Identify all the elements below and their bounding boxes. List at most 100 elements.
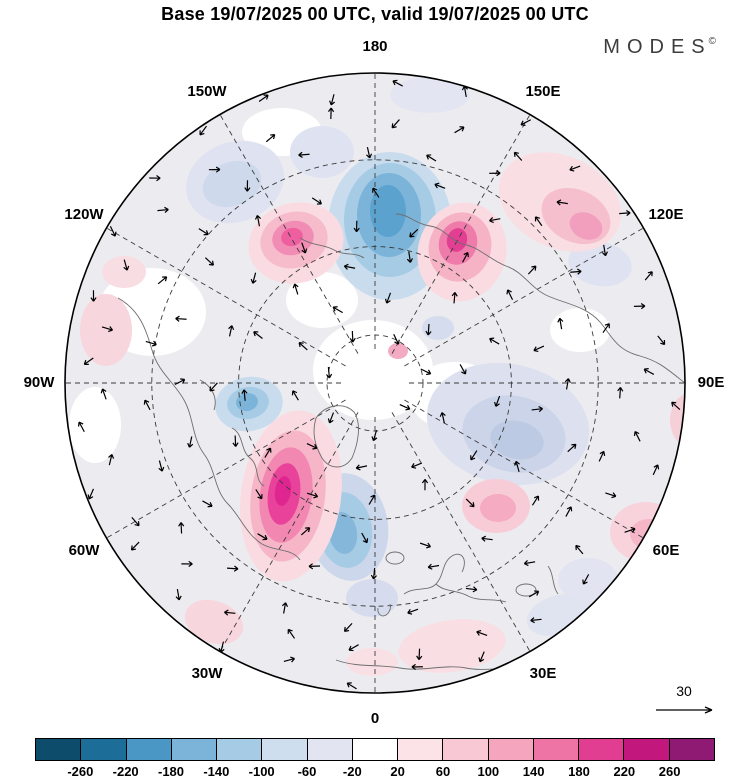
wind-arrow	[101, 326, 114, 333]
wind-arrow	[391, 119, 400, 129]
wind-arrow	[652, 464, 660, 476]
wind-arrow	[489, 170, 501, 177]
colorbar-cell	[261, 739, 307, 760]
polar-map: 180 150W 150E 120W 120E 90W 90E 60W 60E 30W 30E 0 30	[24, 38, 725, 727]
wind-arrow	[283, 656, 295, 663]
wind-arrow	[451, 292, 458, 304]
chart-title: Base 19/07/2025 00 UTC, valid 19/07/2025…	[161, 4, 589, 24]
wind-arrow	[575, 544, 584, 555]
wind-arrow	[582, 574, 590, 585]
wind-arrow	[619, 209, 631, 217]
wind-arrow	[465, 498, 475, 508]
wind-arrow	[556, 199, 568, 206]
wind-arrow	[624, 526, 636, 533]
wind-arrow	[87, 488, 95, 500]
lon-label-30W: 30W	[192, 665, 224, 682]
wind-arrow	[311, 197, 322, 205]
wind-arrow	[602, 323, 610, 334]
wind-arrow	[399, 403, 411, 411]
wind-arrow	[531, 405, 543, 413]
wind-arrow	[327, 412, 335, 424]
wind-arrow	[175, 315, 187, 322]
wind-arrow	[326, 366, 333, 379]
meridian-line	[219, 114, 359, 354]
wind-arrow	[528, 590, 540, 598]
map-field	[65, 73, 685, 693]
wind-arrow	[149, 175, 161, 182]
colorbar-tick-label: -20	[342, 764, 362, 779]
wind-arrow	[254, 214, 262, 227]
wind-arrow	[145, 340, 157, 347]
wind-arrow	[570, 268, 582, 275]
wind-arrow	[420, 368, 432, 376]
coastline	[377, 603, 391, 617]
modes-logo-text: MODES	[603, 36, 712, 58]
wind-arrow	[232, 435, 239, 447]
wind-arrow	[370, 567, 377, 580]
colorbar-tick-label: -260	[67, 764, 94, 779]
anomaly-blob	[274, 476, 292, 506]
wind-arrow	[83, 357, 94, 365]
wind-arrow	[527, 265, 537, 275]
anomaly-blob	[281, 227, 303, 247]
wind-arrow	[565, 506, 573, 517]
wind-arrow	[158, 460, 165, 472]
coastline	[199, 379, 301, 561]
wind-arrow	[384, 292, 392, 304]
anomaly-blob	[346, 579, 398, 617]
wind-arrow	[343, 622, 353, 633]
lon-label-0: 0	[371, 710, 379, 727]
lon-label-120E: 120E	[648, 206, 683, 223]
wind-arrow	[178, 522, 185, 534]
wind-arrow	[241, 389, 248, 401]
wind-arrow	[100, 388, 107, 400]
wind-arrow	[202, 500, 213, 508]
coastline	[313, 405, 359, 468]
coastline	[395, 213, 463, 245]
lon-label-90W: 90W	[24, 374, 56, 391]
colorbar-cell	[532, 739, 579, 760]
wind-arrow	[671, 401, 681, 411]
wind-arrow	[298, 151, 310, 158]
colorbar-tick-label: 220	[613, 764, 636, 779]
wind-arrow	[598, 450, 606, 462]
colorbar-tick-label: 100	[477, 764, 500, 779]
wind-arrow	[368, 494, 376, 505]
lon-label-120W: 120W	[64, 206, 104, 223]
wind-arrow	[506, 289, 514, 300]
colorbar-tick-label: 140	[522, 764, 545, 779]
colorbar-cell	[487, 739, 533, 760]
wind-arrow	[77, 421, 85, 433]
colorbar-cell	[170, 739, 217, 760]
wind-arrow	[244, 180, 251, 192]
lon-label-150W: 150W	[187, 83, 227, 100]
colorbar-tick-label: -100	[248, 764, 275, 779]
wind-arrow	[372, 187, 380, 198]
colorbar-cell	[442, 739, 488, 760]
wind-arrow	[130, 541, 140, 551]
colorbar-tick-label: -60	[297, 764, 317, 779]
wind-arrow	[157, 276, 168, 285]
map-border	[64, 72, 686, 694]
wind-arrow	[123, 259, 130, 271]
wind-arrow	[392, 79, 403, 87]
anomaly-blob	[388, 343, 408, 359]
lon-label-180: 180	[362, 38, 387, 55]
anomaly-blob	[670, 394, 685, 446]
anomaly-blob	[80, 294, 132, 366]
wind-arrow	[557, 317, 564, 330]
wind-arrow	[346, 682, 357, 690]
wind-arrow	[481, 535, 493, 542]
coastline	[461, 243, 685, 391]
colorbar-cell	[216, 739, 262, 760]
colorbar-cell	[578, 739, 624, 760]
meridian-line	[106, 227, 346, 367]
wind-arrow	[329, 94, 336, 106]
wind-arrow	[411, 462, 423, 469]
wind-arrow	[355, 464, 368, 471]
colorbar-tick-label: -180	[157, 764, 185, 779]
wind-arrow	[514, 460, 520, 473]
wind-arrow	[633, 430, 641, 442]
lon-label-150E: 150E	[525, 83, 560, 100]
colorbar-cell	[397, 739, 443, 760]
